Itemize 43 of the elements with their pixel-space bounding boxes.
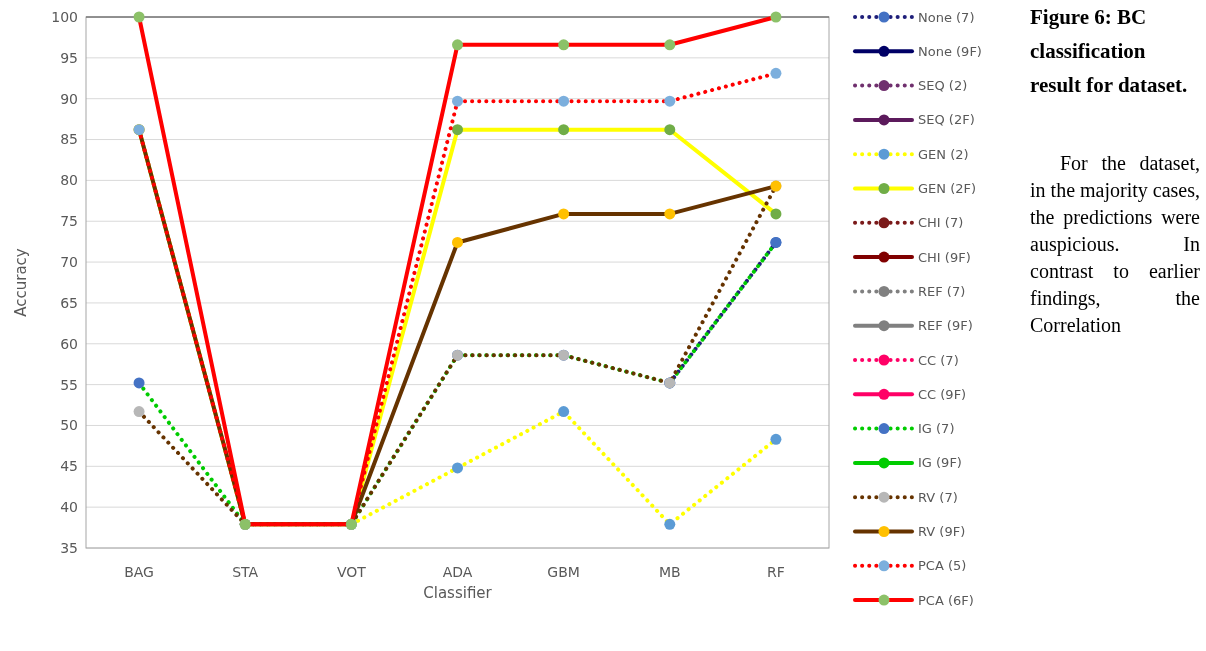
- x-tick-label: MB: [658, 563, 681, 580]
- y-tick-label: 100: [51, 8, 78, 25]
- legend-label: SEQ (2F): [918, 112, 975, 128]
- y-tick-label: 40: [60, 499, 78, 516]
- legend-label: None (9F): [918, 43, 982, 59]
- legend-label: IG (7): [918, 421, 955, 437]
- text: Figure 6: BC classification result for dataset.: [1030, 4, 1189, 99]
- legend-label: CHI (9F): [918, 249, 971, 265]
- legend-label: PCA (6F): [918, 592, 974, 608]
- legend-label: None (7): [918, 9, 975, 25]
- y-tick-label: 85: [60, 131, 78, 148]
- x-tick-label: RF: [767, 563, 785, 580]
- y-tick-label: 80: [60, 172, 78, 189]
- legend-label: REF (7): [918, 283, 966, 299]
- y-tick-label: 75: [60, 213, 78, 230]
- x-tick-label: GBM: [547, 563, 580, 580]
- y-tick-label: 45: [60, 458, 78, 475]
- legend-label: CC (7): [918, 352, 959, 368]
- y-tick-label: 50: [60, 417, 78, 434]
- y-tick-label: 60: [60, 335, 78, 352]
- x-axis-title: Classifier: [423, 584, 493, 602]
- x-tick-label: BAG: [124, 563, 154, 580]
- legend-label: IG (9F): [918, 455, 962, 471]
- x-tick-label: ADA: [442, 563, 473, 580]
- y-axis-title: Accuracy: [12, 248, 30, 317]
- y-tick-label: 65: [60, 294, 78, 311]
- legend-label: CC (9F): [918, 386, 967, 402]
- legend-label: PCA (5): [918, 558, 967, 574]
- legend-label: SEQ (2): [918, 78, 968, 94]
- y-tick-label: 55: [60, 376, 78, 393]
- y-tick-label: 95: [60, 49, 78, 66]
- x-tick-label: STA: [232, 563, 259, 580]
- legend-label: GEN (2F): [918, 181, 977, 197]
- y-tick-label: 70: [60, 253, 78, 270]
- text: For the dataset, in the majority cases, the predictions were auspicious. In contrast to earlier findings, the Correlation: [1030, 151, 1200, 338]
- x-tick-label: VOT: [336, 563, 367, 580]
- y-tick-label: 35: [60, 539, 78, 556]
- legend-label: RV (7): [918, 489, 958, 505]
- legend-label: CHI (7): [918, 215, 964, 231]
- legend-label: RV (9F): [918, 524, 966, 540]
- legend-label: REF (9F): [918, 318, 973, 334]
- y-tick-label: 90: [60, 90, 78, 107]
- legend-label: GEN (2): [918, 146, 969, 162]
